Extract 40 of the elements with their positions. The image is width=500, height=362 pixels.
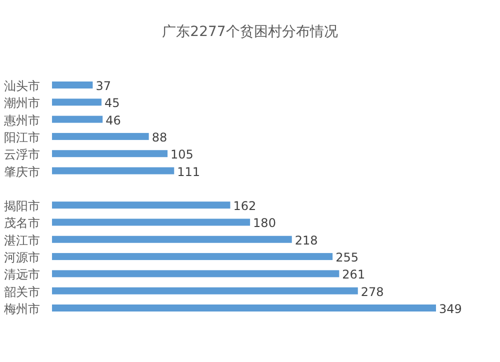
- data-label: 105: [170, 148, 194, 162]
- data-label: 37: [96, 79, 111, 93]
- y-tick-label: 茂名市: [4, 216, 40, 230]
- y-tick-label: 惠州市: [3, 113, 40, 128]
- bar: [52, 236, 292, 243]
- bar: [52, 253, 333, 260]
- y-tick-label: 河源市: [4, 250, 40, 265]
- y-tick-label: 云浮市: [4, 148, 40, 162]
- bar: [52, 167, 174, 174]
- chart-title: 广东2277个贫困村分布情况: [162, 24, 338, 40]
- data-label: 349: [439, 302, 462, 316]
- data-label: 162: [233, 199, 256, 214]
- bar: [52, 202, 230, 209]
- data-label: 261: [342, 268, 366, 282]
- y-tick-label: 肇庆市: [4, 164, 40, 179]
- bar: [52, 82, 93, 88]
- data-label: 218: [294, 233, 318, 248]
- bar: [52, 270, 340, 278]
- y-tick-label: 清远市: [4, 268, 40, 282]
- y-tick-label: 阳江市: [4, 130, 40, 144]
- bar: [52, 287, 358, 294]
- y-tick-label: 韶关市: [4, 284, 40, 299]
- y-tick-label: 潮州市: [4, 96, 40, 110]
- y-tick-label: 汕头市: [4, 79, 40, 93]
- bar: [52, 98, 102, 106]
- data-label: 46: [106, 113, 121, 128]
- bar: [52, 132, 149, 140]
- data-label: 255: [336, 250, 358, 265]
- bar: [52, 116, 103, 123]
- y-tick-label: 梅州市: [3, 302, 40, 316]
- bar: [52, 304, 436, 312]
- bar: [52, 150, 168, 158]
- bar: [52, 218, 250, 226]
- data-label: 45: [104, 96, 120, 110]
- y-tick-label: 湛江市: [4, 233, 40, 248]
- y-tick-label: 揭阳市: [4, 199, 40, 214]
- data-label: 180: [253, 216, 276, 230]
- data-label: 278: [360, 284, 384, 299]
- data-label: 111: [177, 164, 200, 179]
- data-label: 88: [152, 130, 168, 144]
